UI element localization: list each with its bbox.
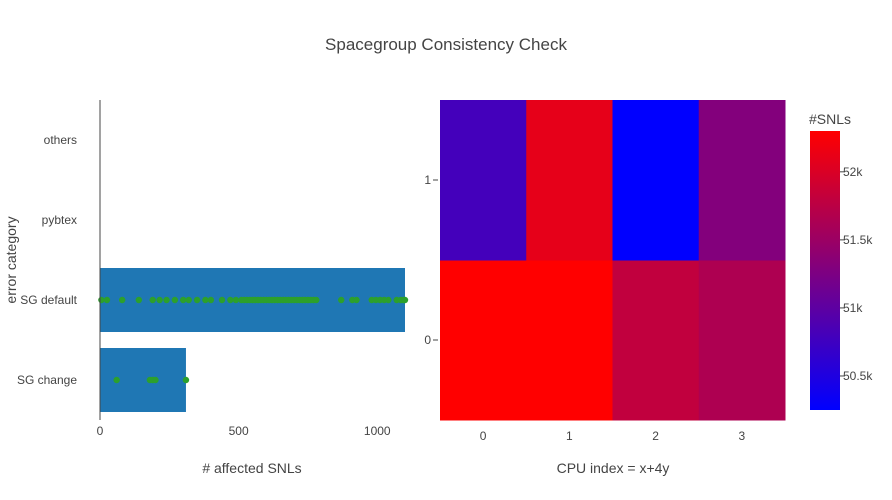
- heatmap-x-tick-label: 1: [566, 429, 573, 443]
- heatmap-y-tick-label: 0: [424, 333, 431, 347]
- marker-sg-default: [135, 296, 143, 304]
- marker-sg-default: [218, 296, 226, 304]
- heatmap-y-tick-labels: 01: [424, 173, 438, 347]
- bar-sg-change: [100, 348, 186, 412]
- bar-chart-panel: SG change SG default pybtex others 0 500 1000…: [3, 100, 409, 476]
- bar-x-tick-label: 0: [97, 424, 104, 438]
- marker-sg-default: [385, 296, 392, 304]
- marker-sg-default: [193, 296, 201, 304]
- marker-sg-default: [202, 296, 209, 304]
- heatmap-cell-1-1: [526, 100, 613, 261]
- heatmap-cell-3-1: [698, 100, 786, 261]
- heatmap-x-tick-label: 3: [739, 429, 746, 443]
- y-tick-label-others: others: [44, 133, 77, 147]
- colorbar-gradient: [810, 131, 840, 410]
- heatmap-cell-3-0: [698, 260, 786, 421]
- colorbar-tick-label: 51.5k: [843, 233, 873, 247]
- heatmap-cell-0-0: [440, 260, 527, 421]
- marker-sg-change: [182, 376, 190, 384]
- chart-title: Spacegroup Consistency Check: [325, 35, 567, 54]
- marker-sg-default: [353, 296, 360, 304]
- colorbar-title: #SNLs: [809, 111, 851, 127]
- y-tick-label-sg-default: SG default: [20, 293, 77, 307]
- bar-y-axis-title: error category: [3, 216, 19, 303]
- y-tick-label-pybtex: pybtex: [42, 213, 77, 227]
- marker-sg-default: [185, 296, 192, 304]
- marker-sg-change: [113, 376, 120, 384]
- marker-sg-default: [156, 296, 163, 304]
- heatmap-cell-2-0: [612, 260, 700, 421]
- marker-sg-default: [179, 296, 187, 304]
- colorbar-tick-label: 51k: [843, 301, 863, 315]
- marker-sg-default: [103, 296, 111, 304]
- heatmap-cells: [440, 100, 786, 421]
- y-tick-label-sg-change: SG change: [17, 373, 77, 387]
- marker-sg-default: [118, 296, 126, 304]
- marker-sg-default: [149, 296, 156, 304]
- marker-sg-default: [313, 296, 320, 304]
- heatmap-cell-1-0: [526, 260, 613, 421]
- marker-sg-default: [98, 296, 105, 304]
- heatmap-x-tick-labels: 0 1 2 3: [480, 429, 746, 443]
- colorbar: #SNLs 50.5k 51k 51.5k 52k: [809, 111, 873, 410]
- colorbar-tick-label: 50.5k: [843, 369, 873, 383]
- marker-sg-default: [338, 296, 345, 304]
- colorbar-tick-label: 52k: [843, 165, 863, 179]
- heatmap-x-tick-label: 2: [652, 429, 659, 443]
- bar-x-tick-labels: 0 500 1000: [97, 424, 391, 438]
- heatmap-cell-0-1: [440, 100, 527, 261]
- marker-sg-default: [227, 296, 234, 304]
- marker-sg-default: [163, 296, 170, 304]
- bar-x-tick-label: 1000: [364, 424, 391, 438]
- bar-marks: [100, 268, 405, 412]
- heatmap-x-tick-label: 0: [480, 429, 487, 443]
- colorbar-tick-labels: 50.5k 51k 51.5k 52k: [840, 165, 873, 383]
- marker-sg-default: [171, 296, 179, 304]
- heatmap-y-tick-label: 1: [424, 173, 431, 187]
- marker-sg-default: [232, 296, 240, 304]
- heatmap-cell-2-1: [612, 100, 700, 261]
- marker-sg-change: [152, 376, 159, 384]
- marker-sg-default: [401, 296, 409, 304]
- heatmap-x-axis-title: CPU index = x+4y: [557, 460, 670, 476]
- marker-sg-default: [207, 296, 215, 304]
- bar-x-tick-label: 500: [229, 424, 249, 438]
- bar-x-axis-title: # affected SNLs: [202, 460, 301, 476]
- bar-y-tick-labels: SG change SG default pybtex others: [17, 133, 78, 387]
